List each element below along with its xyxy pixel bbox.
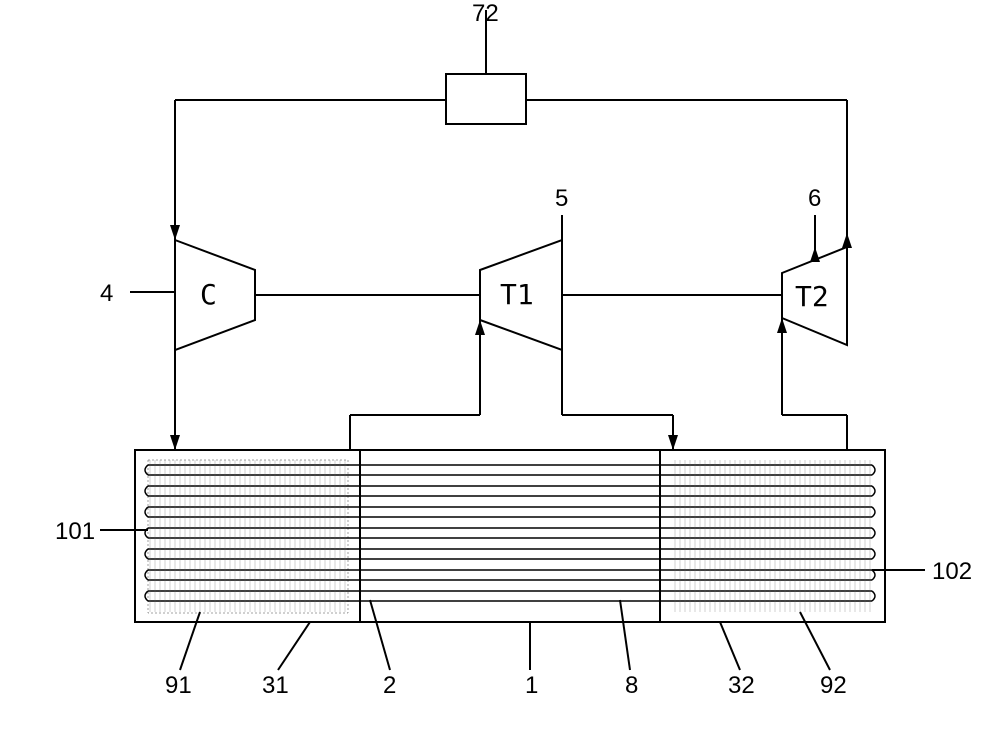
label-32: 32 [728, 672, 755, 700]
arrow-t1-down [668, 435, 678, 450]
arrow-to-c [170, 225, 180, 240]
label-6: 6 [808, 185, 821, 213]
turbine2-text: T2 [795, 280, 829, 313]
hx-center-outer [360, 450, 660, 622]
label-8: 8 [625, 672, 638, 700]
diagram-svg [0, 0, 1000, 735]
label-101: 101 [55, 518, 95, 546]
hx-right-outer [660, 450, 885, 622]
label-line-32 [720, 622, 740, 670]
label-5: 5 [555, 185, 568, 213]
label-102: 102 [932, 558, 972, 586]
label-72: 72 [472, 0, 499, 28]
hx-left-outer [135, 450, 360, 622]
label-92: 92 [820, 672, 847, 700]
compressor-text: C [200, 278, 217, 311]
label-1: 1 [525, 672, 538, 700]
label-line-8 [620, 600, 630, 670]
label-91: 91 [165, 672, 192, 700]
label-line-31 [278, 622, 310, 670]
hx-center-internals [348, 465, 672, 601]
label-line-2 [370, 600, 390, 670]
arrow-from-t2-up [842, 233, 852, 248]
box-72 [446, 74, 526, 124]
hx-right-internals [672, 460, 875, 612]
turbine1-text: T1 [500, 278, 534, 311]
label-2: 2 [383, 672, 396, 700]
hx-left-internals [145, 460, 348, 613]
label-31: 31 [262, 672, 289, 700]
label-line-92 [800, 612, 830, 670]
label-line-91 [180, 612, 200, 670]
label-4: 4 [100, 280, 113, 308]
arrow-c-down [170, 435, 180, 450]
engineering-diagram: C T1 T2 72 4 5 6 101 102 91 31 2 1 8 32 … [0, 0, 1000, 735]
arrow-6 [810, 247, 820, 262]
